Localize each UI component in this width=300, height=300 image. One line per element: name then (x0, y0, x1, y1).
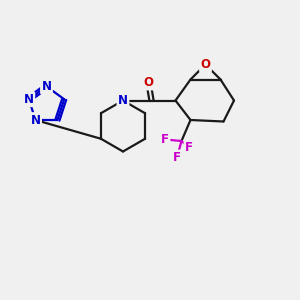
Text: F: F (185, 140, 193, 154)
Text: O: O (200, 58, 211, 71)
Text: N: N (118, 94, 128, 107)
Text: N: N (41, 80, 52, 93)
Text: F: F (161, 133, 169, 146)
Text: N: N (24, 93, 34, 106)
Text: N: N (31, 113, 40, 127)
Text: O: O (143, 76, 154, 89)
Text: F: F (173, 151, 181, 164)
